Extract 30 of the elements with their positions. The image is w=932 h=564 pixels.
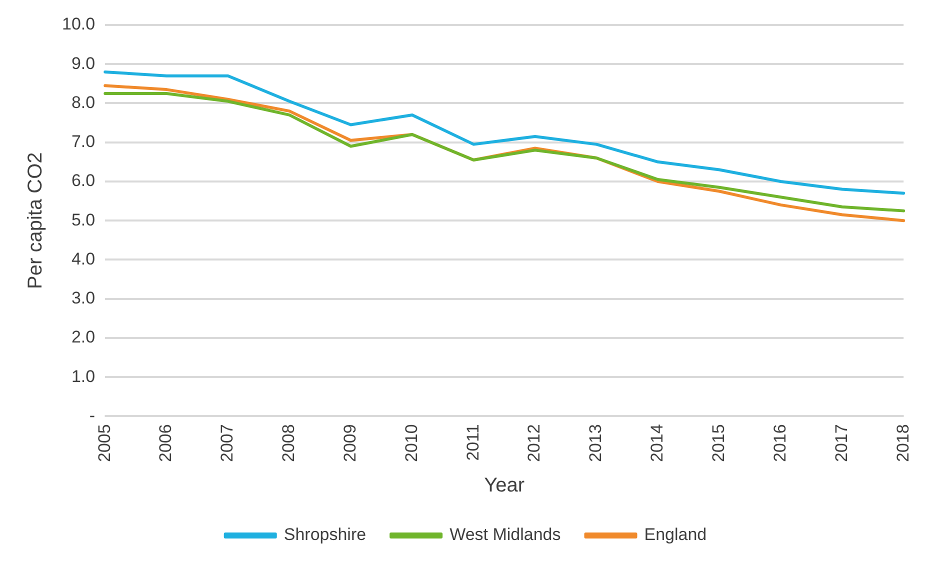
y-tick-label: 4.0 — [71, 249, 96, 268]
x-tick-label: 2012 — [524, 424, 544, 462]
x-tick-label: 2015 — [709, 424, 728, 462]
x-tick-label: 2016 — [770, 424, 790, 462]
x-tick-label: 2018 — [893, 424, 912, 462]
y-tick-label: - — [89, 406, 96, 425]
legend-label: Shropshire — [284, 525, 366, 544]
y-tick-label: 2.0 — [71, 328, 96, 347]
y-tick-label: 6.0 — [71, 171, 96, 190]
x-tick-label: 2008 — [279, 424, 298, 462]
x-tick-label: 2009 — [340, 424, 360, 462]
x-tick-label: 2006 — [156, 424, 176, 462]
x-tick-label: 2014 — [648, 424, 667, 462]
x-tick-label: 2010 — [402, 424, 421, 462]
y-tick-label: 8.0 — [71, 92, 96, 112]
y-axis-title: Per capita CO2 — [24, 152, 47, 289]
y-tick-label: 9.0 — [71, 54, 96, 73]
x-axis-title: Year — [484, 474, 525, 497]
y-tick-label: 1.0 — [71, 366, 96, 386]
x-tick-label: 2013 — [586, 424, 606, 462]
y-tick-label: 10.0 — [62, 14, 96, 34]
x-tick-label: 2007 — [218, 424, 237, 462]
y-tick-label: 7.0 — [71, 132, 96, 152]
x-tick-label: 2005 — [94, 424, 114, 462]
y-tick-label: 5.0 — [71, 210, 96, 230]
legend-label: England — [644, 525, 707, 544]
y-tick-label: 3.0 — [71, 288, 96, 308]
x-tick-label: 2017 — [832, 424, 851, 462]
legend-label: West Midlands — [450, 525, 561, 544]
x-tick-label: 2011 — [463, 424, 482, 461]
